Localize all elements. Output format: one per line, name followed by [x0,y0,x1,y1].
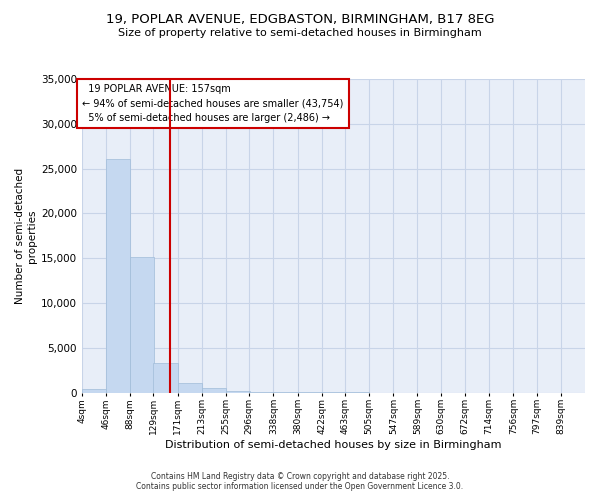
Bar [226,391,250,392]
Bar [154,363,178,392]
Text: 19 POPLAR AVENUE: 157sqm
← 94% of semi-detached houses are smaller (43,754)
  5%: 19 POPLAR AVENUE: 157sqm ← 94% of semi-d… [82,84,344,124]
Bar [106,158,130,392]
X-axis label: Distribution of semi-detached houses by size in Birmingham: Distribution of semi-detached houses by … [165,440,502,450]
Bar [178,382,202,392]
Bar [82,389,106,392]
Text: Contains HM Land Registry data © Crown copyright and database right 2025.: Contains HM Land Registry data © Crown c… [151,472,449,481]
Text: 19, POPLAR AVENUE, EDGBASTON, BIRMINGHAM, B17 8EG: 19, POPLAR AVENUE, EDGBASTON, BIRMINGHAM… [106,12,494,26]
Text: Size of property relative to semi-detached houses in Birmingham: Size of property relative to semi-detach… [118,28,482,38]
Bar [202,388,226,392]
Y-axis label: Number of semi-detached
properties: Number of semi-detached properties [15,168,37,304]
Bar [130,258,154,392]
Text: Contains public sector information licensed under the Open Government Licence 3.: Contains public sector information licen… [136,482,464,491]
